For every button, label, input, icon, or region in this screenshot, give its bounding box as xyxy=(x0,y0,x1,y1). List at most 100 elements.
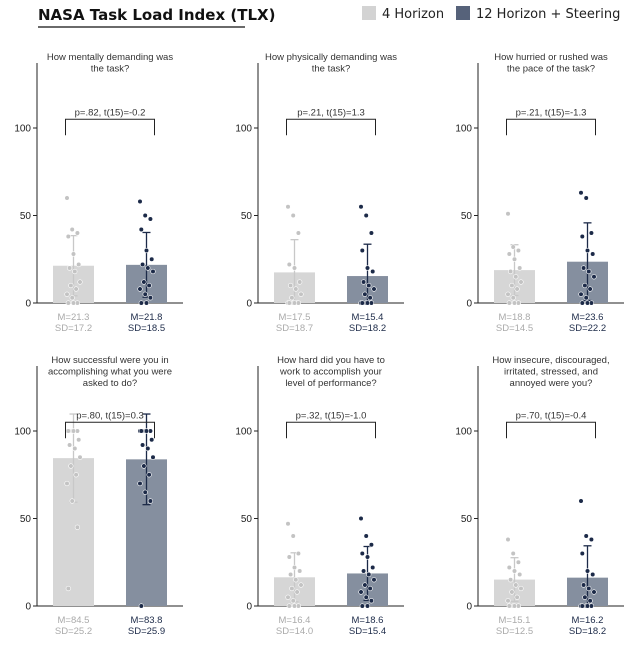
data-point xyxy=(367,295,373,301)
data-point xyxy=(295,550,302,557)
panel-question-line: the task? xyxy=(91,64,130,75)
data-point xyxy=(359,550,365,557)
y-tick-label: 50 xyxy=(241,211,253,222)
data-point xyxy=(505,291,511,297)
data-point xyxy=(141,463,147,469)
data-point xyxy=(289,295,295,301)
data-point xyxy=(76,437,82,443)
data-point xyxy=(70,428,77,434)
data-point xyxy=(371,286,377,292)
data-point xyxy=(289,585,295,592)
y-tick-label: 50 xyxy=(20,211,32,222)
data-point xyxy=(286,554,292,560)
data-point xyxy=(578,291,584,297)
data-point xyxy=(138,603,144,609)
data-point xyxy=(364,300,371,306)
data-point xyxy=(583,295,589,301)
data-point xyxy=(140,261,146,268)
data-point xyxy=(74,230,80,236)
data-point xyxy=(583,195,589,201)
data-point xyxy=(286,261,292,268)
mean-label: M=16.2 xyxy=(572,615,604,626)
data-point xyxy=(69,295,75,301)
data-point xyxy=(285,204,291,210)
y-tick-label: 100 xyxy=(235,124,252,135)
data-point xyxy=(505,536,511,543)
data-point xyxy=(588,230,595,236)
significance-bracket xyxy=(65,421,155,439)
sd-label: SD=12.5 xyxy=(496,626,533,637)
data-point xyxy=(147,295,153,301)
sd-label: SD=14.0 xyxy=(276,626,313,637)
data-point xyxy=(65,428,71,434)
data-point xyxy=(361,279,367,285)
data-point xyxy=(64,195,70,201)
data-point xyxy=(295,230,302,236)
panel-question-line: How hurried or rushed was xyxy=(494,52,608,63)
data-point xyxy=(584,603,591,609)
data-point xyxy=(73,286,79,292)
significance-label: p=.70, t(15)=-0.4 xyxy=(516,410,587,421)
data-point xyxy=(77,279,83,285)
legend-label-12-horizon-steering: 12 Horizon + Steering xyxy=(476,7,620,22)
data-point xyxy=(510,244,516,250)
data-point xyxy=(138,226,144,233)
data-point xyxy=(290,212,296,219)
data-point xyxy=(149,437,155,443)
mean-label: M=84.5 xyxy=(58,615,90,626)
data-point xyxy=(511,568,518,574)
data-point xyxy=(76,261,82,268)
data-point xyxy=(68,463,74,469)
data-point xyxy=(582,282,588,289)
data-point xyxy=(77,454,83,460)
data-point xyxy=(513,582,519,588)
data-point xyxy=(586,268,592,275)
data-point xyxy=(297,568,303,574)
mean-label: M=18.6 xyxy=(352,615,384,626)
data-point xyxy=(591,274,597,280)
panel-question-line: irritated, stressed, and xyxy=(504,367,598,378)
data-point xyxy=(150,454,156,460)
panel-4: How successful were you inaccomplishing … xyxy=(14,355,183,637)
data-point xyxy=(137,286,143,292)
data-point xyxy=(582,594,588,600)
data-point xyxy=(579,300,585,306)
data-point xyxy=(371,577,377,583)
data-point xyxy=(587,598,593,604)
panel-question-line: accomplishing what you were xyxy=(48,367,172,378)
data-point xyxy=(506,300,512,306)
data-point xyxy=(142,291,148,297)
data-point xyxy=(298,291,304,297)
data-point xyxy=(358,589,364,595)
data-point xyxy=(366,282,372,289)
sd-label: SD=17.2 xyxy=(55,323,92,334)
sd-label: SD=18.2 xyxy=(349,323,386,334)
panel-question-line: the task? xyxy=(312,64,351,75)
data-point xyxy=(579,233,585,240)
data-point xyxy=(291,265,298,271)
data-point xyxy=(72,268,78,275)
data-point xyxy=(506,251,512,257)
data-point xyxy=(363,594,369,600)
mean-label: M=21.8 xyxy=(131,312,163,323)
data-point xyxy=(508,577,514,583)
data-point xyxy=(515,559,522,565)
legend-swatch-4-horizon xyxy=(362,6,376,20)
y-tick-label: 0 xyxy=(246,299,252,310)
data-point xyxy=(298,582,304,588)
panel-question-line: the pace of the task? xyxy=(507,64,595,75)
data-point xyxy=(143,300,150,306)
data-point xyxy=(358,204,364,210)
data-point xyxy=(514,286,520,292)
data-point xyxy=(364,265,371,271)
significance-label: p=.82, t(15)=-0.2 xyxy=(75,107,146,118)
y-tick-label: 100 xyxy=(235,427,252,438)
sd-label: SD=22.2 xyxy=(569,323,606,334)
data-point xyxy=(362,291,368,297)
significance-label: p=.21, t(15)=-1.3 xyxy=(516,107,587,118)
data-point xyxy=(363,212,369,219)
significance-label: p=.21, t(15)=1.3 xyxy=(297,107,365,118)
